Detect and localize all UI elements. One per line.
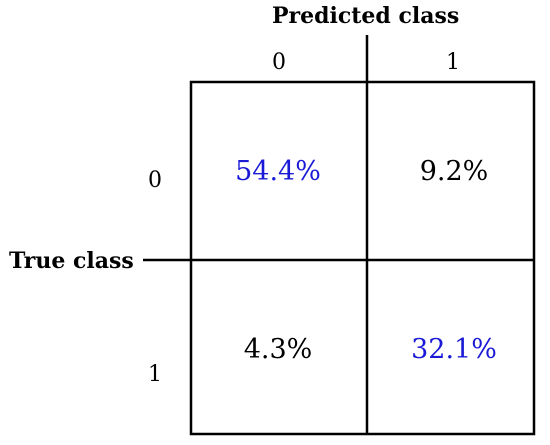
predicted-tick-0: 0 <box>272 50 286 75</box>
predicted-tick-1: 1 <box>446 50 460 75</box>
matrix-border <box>189 80 536 436</box>
true-tick-0: 0 <box>148 168 162 193</box>
true-class-title: True class <box>9 248 134 274</box>
cell-true1-pred0: 4.3% <box>243 334 313 365</box>
cell-true0-pred1: 9.2% <box>419 156 489 187</box>
cell-true0-pred0: 54.4% <box>235 156 321 187</box>
true-tick-1: 1 <box>148 362 162 387</box>
predicted-class-title: Predicted class <box>272 3 460 29</box>
cell-true1-pred1: 32.1% <box>411 334 497 365</box>
